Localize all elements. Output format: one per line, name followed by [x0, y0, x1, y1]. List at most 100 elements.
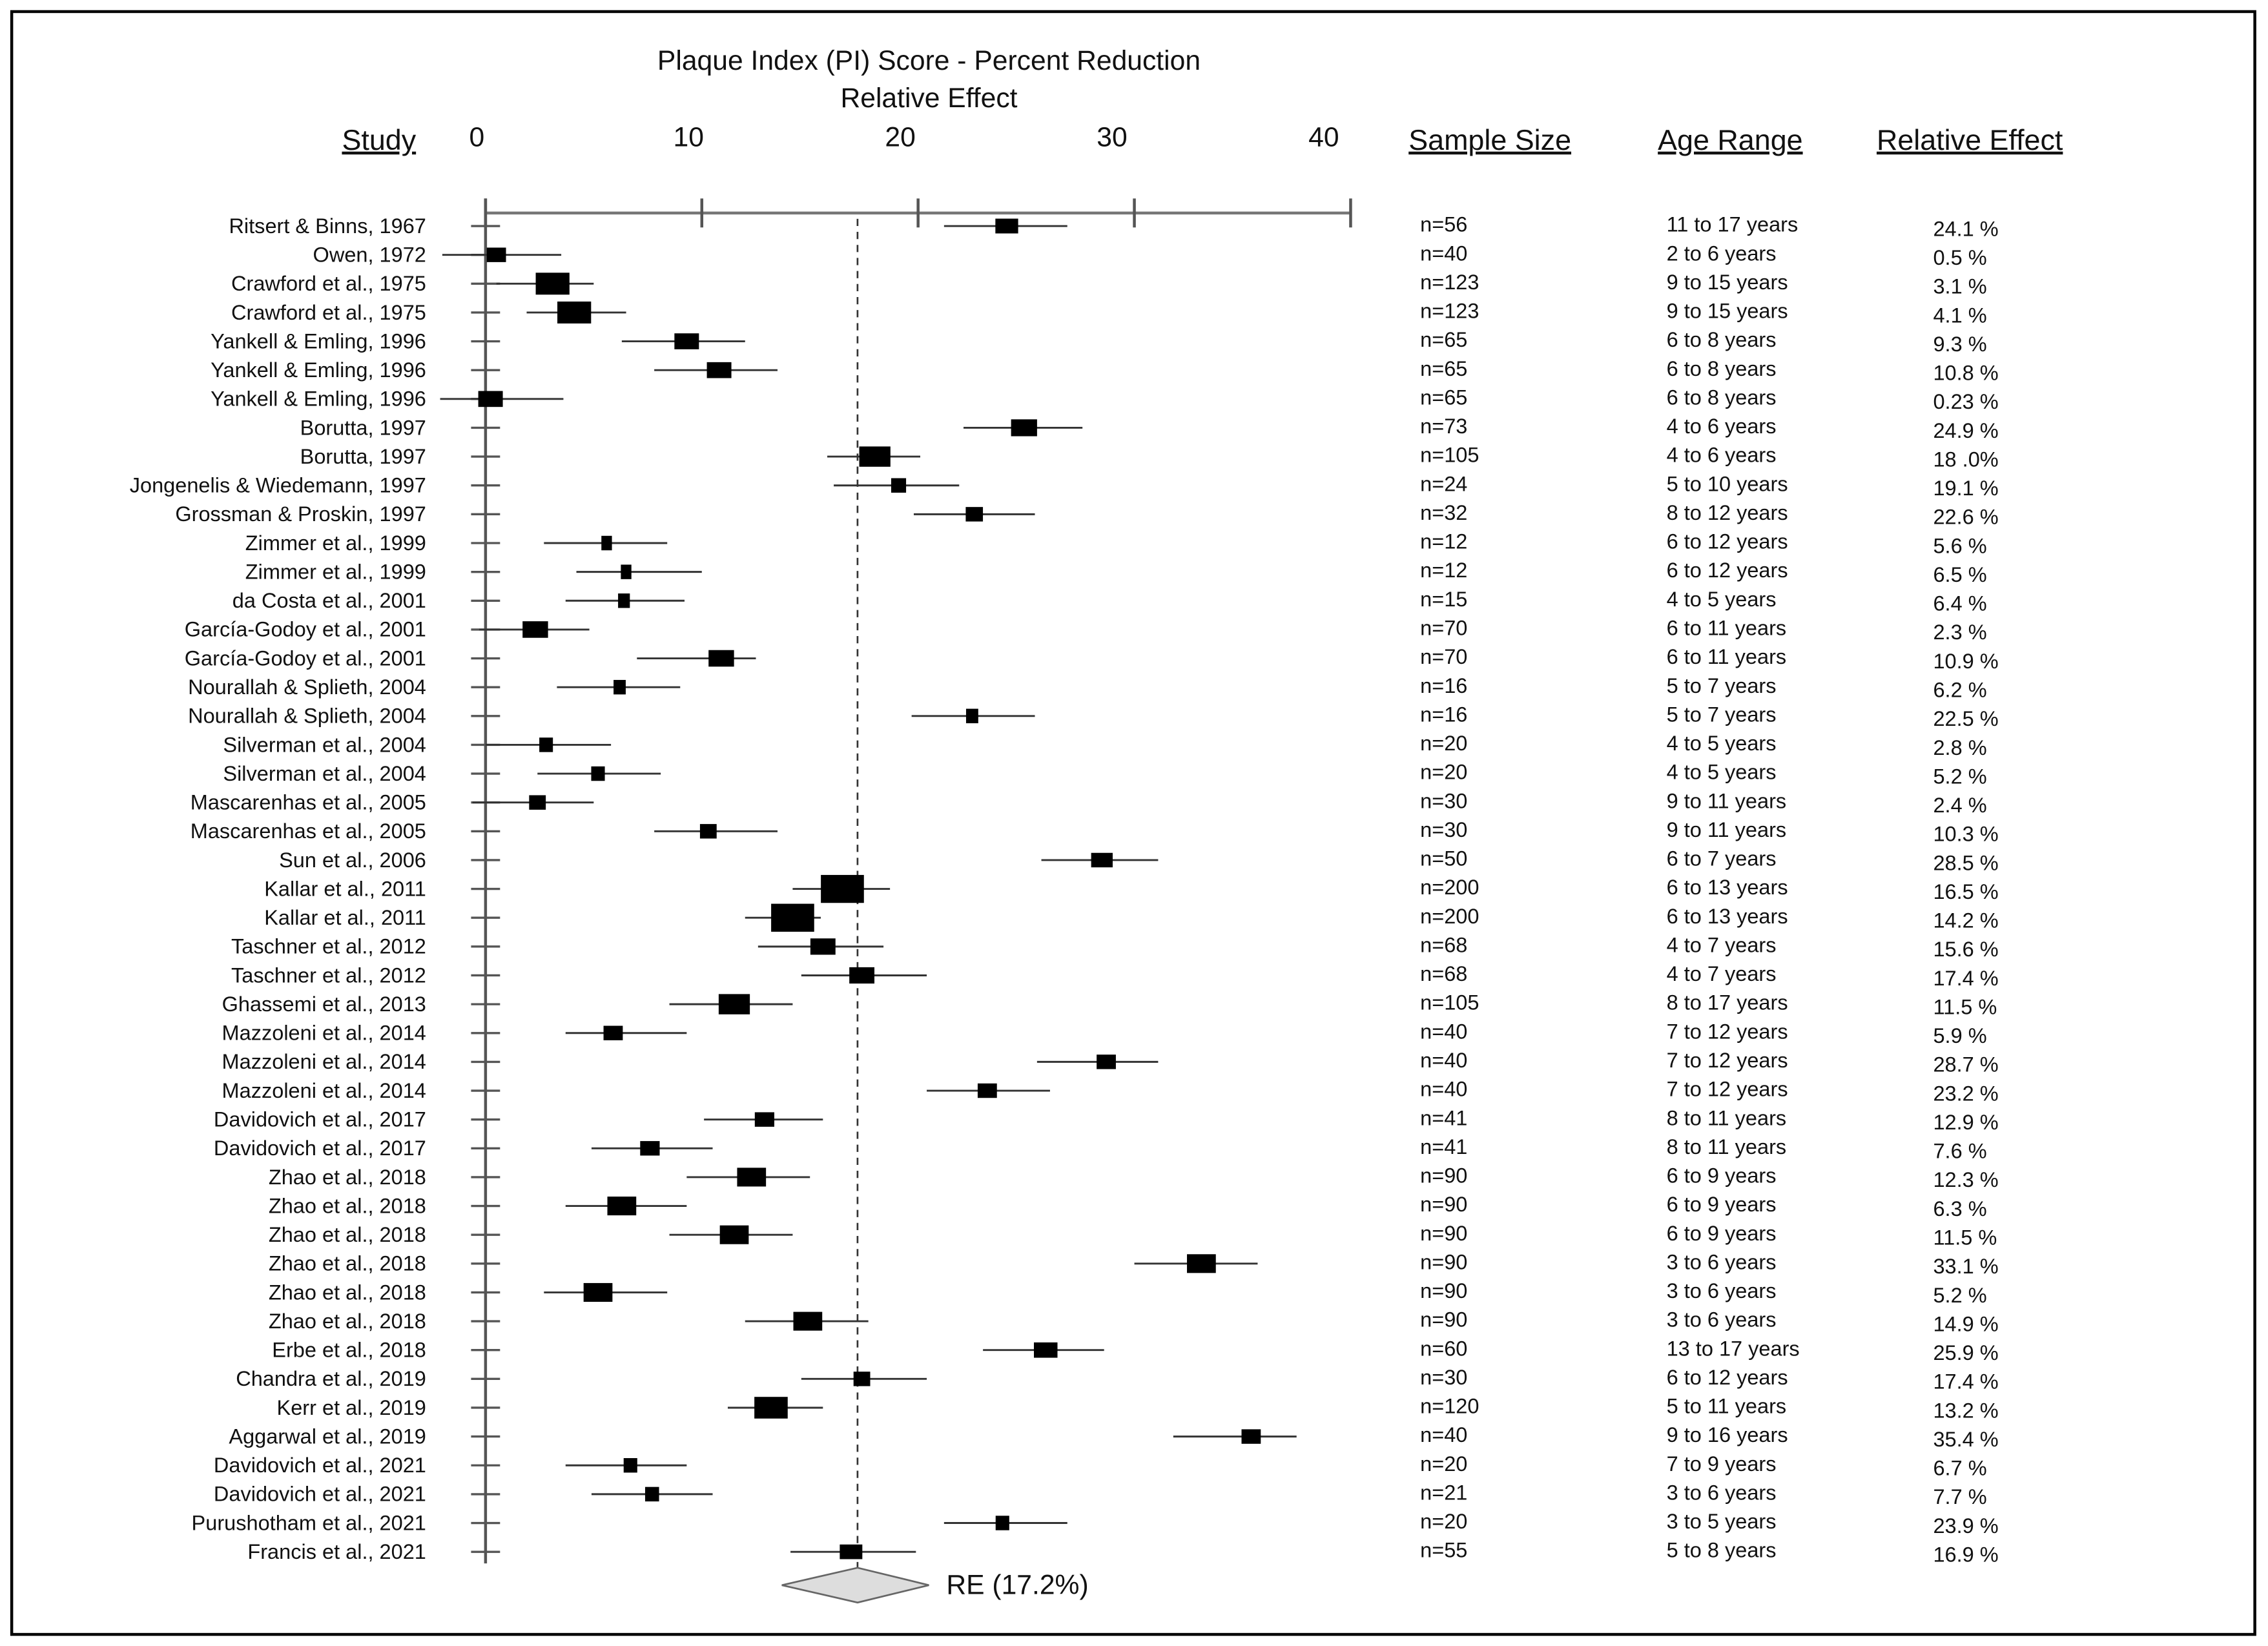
effect-label: 17.4 %	[1933, 967, 1998, 990]
sample-size-label: n=120	[1420, 1395, 1479, 1418]
sample-size-label: n=16	[1420, 674, 1467, 697]
effect-box	[1011, 419, 1037, 437]
study-label: Silverman et al., 2004	[223, 733, 426, 756]
effect-label: 33.1 %	[1933, 1255, 1998, 1278]
chart-title: Plaque Index (PI) Score - Percent Reduct…	[657, 45, 1201, 76]
age-range-label: 13 to 17 years	[1667, 1337, 1800, 1360]
effect-box	[708, 650, 734, 667]
frame	[10, 10, 2256, 1636]
age-range-label: 7 to 12 years	[1667, 1020, 1788, 1043]
effect-box	[613, 679, 626, 695]
age-range-label: 6 to 12 years	[1667, 559, 1788, 582]
age-range-label: 9 to 15 years	[1667, 271, 1788, 294]
age-range-label: 4 to 5 years	[1667, 732, 1777, 755]
study-label: Mascarenhas et al., 2005	[191, 791, 426, 814]
sample-size-label: n=90	[1420, 1308, 1467, 1332]
study-label: Kerr et al., 2019	[277, 1396, 426, 1419]
sample-size-label: n=15	[1420, 588, 1467, 611]
age-range-label: 4 to 6 years	[1667, 415, 1777, 438]
effect-box	[977, 1083, 997, 1098]
sample-size-label: n=200	[1420, 876, 1479, 899]
effect-label: 3.1 %	[1933, 275, 1986, 298]
age-range-label: 6 to 13 years	[1667, 905, 1788, 928]
effect-label: 5.6 %	[1933, 534, 1986, 557]
study-label: Crawford et al., 1975	[231, 272, 426, 295]
sample-size-label: n=40	[1420, 1020, 1467, 1043]
effect-label: 10.3 %	[1933, 823, 1998, 846]
effect-box	[591, 766, 605, 781]
sample-size-label: n=20	[1420, 761, 1467, 784]
age-range-label: 4 to 5 years	[1667, 588, 1777, 611]
sample-size-label: n=40	[1420, 242, 1467, 265]
sample-size-label: n=70	[1420, 645, 1467, 668]
effect-box	[583, 1282, 613, 1302]
age-range-label: 6 to 11 years	[1667, 616, 1787, 639]
effect-box	[1097, 1054, 1116, 1069]
effect-box	[849, 967, 875, 984]
column-header: Study	[342, 123, 416, 156]
study-label: Taschner et al., 2012	[231, 963, 426, 987]
age-range-label: 3 to 6 years	[1667, 1308, 1777, 1332]
effect-box	[618, 593, 630, 608]
sample-size-label: n=41	[1420, 1106, 1467, 1129]
age-range-label: 6 to 9 years	[1667, 1164, 1777, 1188]
effect-label: 2.4 %	[1933, 794, 1986, 817]
study-label: Aggarwal et al., 2019	[229, 1425, 426, 1448]
effect-box	[853, 1372, 871, 1386]
study-label: Zimmer et al., 1999	[245, 531, 426, 555]
study-label: Erbe et al., 2018	[272, 1339, 426, 1362]
age-range-label: 4 to 7 years	[1667, 933, 1777, 956]
study-label: García-Godoy et al., 2001	[185, 618, 426, 641]
effect-box	[810, 938, 836, 955]
effect-box	[793, 1312, 823, 1331]
sample-size-label: n=105	[1420, 991, 1479, 1014]
age-range-label: 6 to 7 years	[1667, 847, 1777, 870]
study-label: Davidovich et al., 2021	[214, 1454, 426, 1477]
effect-label: 4.1 %	[1933, 303, 1986, 327]
sample-size-label: n=105	[1420, 444, 1479, 467]
study-label: Davidovich et al., 2017	[214, 1107, 426, 1131]
sample-size-label: n=90	[1420, 1164, 1467, 1188]
effect-box	[995, 1516, 1009, 1530]
effect-label: 19.1 %	[1933, 477, 1998, 500]
effect-label: 23.2 %	[1933, 1082, 1998, 1105]
sample-size-label: n=200	[1420, 905, 1479, 928]
sample-size-label: n=123	[1420, 271, 1479, 294]
effect-box	[1187, 1254, 1216, 1273]
effect-label: 5.9 %	[1933, 1024, 1986, 1047]
age-range-label: 6 to 8 years	[1667, 328, 1777, 351]
sample-size-label: n=90	[1420, 1279, 1467, 1302]
effect-label: 35.4 %	[1933, 1428, 1998, 1451]
study-label: Zhao et al., 2018	[269, 1281, 426, 1304]
effect-box	[719, 1225, 749, 1244]
study-label: Kallar et al., 2011	[264, 906, 426, 929]
study-label: Ritsert & Binns, 1967	[229, 214, 426, 238]
sample-size-label: n=20	[1420, 732, 1467, 755]
study-label: Purushotham et al., 2021	[192, 1511, 426, 1534]
x-tick-label: 40	[1308, 122, 1339, 153]
study-label: Taschner et al., 2012	[231, 935, 426, 958]
study-label: Yankell & Emling, 1996	[211, 329, 426, 353]
effect-box	[607, 1197, 637, 1216]
age-range-label: 2 to 6 years	[1667, 242, 1777, 265]
study-label: Borutta, 1997	[300, 445, 426, 468]
sample-size-label: n=16	[1420, 703, 1467, 726]
age-range-label: 6 to 12 years	[1667, 530, 1788, 553]
sample-size-label: n=41	[1420, 1135, 1467, 1158]
study-label: Yankell & Emling, 1996	[211, 358, 426, 382]
study-label: Zhao et al., 2018	[269, 1166, 426, 1189]
effect-box	[891, 478, 907, 493]
sample-size-label: n=90	[1420, 1193, 1467, 1216]
effect-label: 17.4 %	[1933, 1370, 1998, 1394]
effect-label: 2.3 %	[1933, 621, 1986, 644]
study-label: Zimmer et al., 1999	[245, 560, 426, 583]
effect-label: 24.9 %	[1933, 419, 1998, 442]
effect-box	[718, 994, 750, 1014]
age-range-label: 5 to 8 years	[1667, 1539, 1777, 1562]
column-header: Age Range	[1658, 123, 1802, 156]
effect-label: 16.9 %	[1933, 1543, 1998, 1566]
sample-size-label: n=68	[1420, 933, 1467, 956]
effect-box	[640, 1141, 660, 1156]
sample-size-label: n=30	[1420, 789, 1467, 812]
